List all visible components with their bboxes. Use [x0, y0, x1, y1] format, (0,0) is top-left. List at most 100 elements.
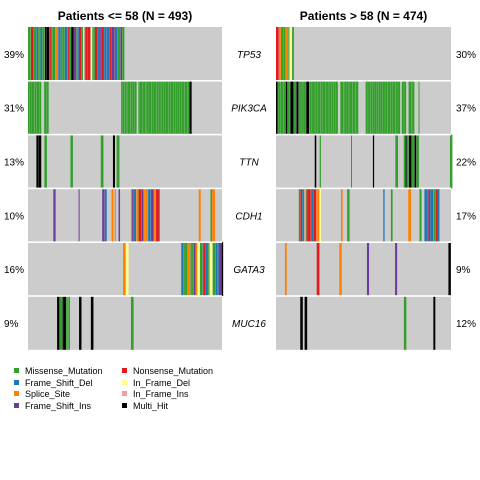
mutation-bar [292, 27, 294, 81]
mutation-bar [408, 134, 412, 189]
mutation-bar [315, 80, 318, 135]
mutation-bar [298, 188, 301, 243]
legend-swatch [14, 402, 19, 408]
mutation-bar [51, 27, 53, 81]
legend-item: Splice_Site [14, 389, 70, 400]
mutation-bar [114, 27, 118, 81]
legend-swatch [122, 368, 127, 374]
gene-label: PIK3CA [231, 104, 267, 115]
mutation-bar [333, 80, 336, 135]
mutation-bar [318, 80, 321, 135]
mutation-bar [160, 80, 162, 135]
mutation-bar [390, 188, 393, 243]
mutation-bar [181, 242, 184, 296]
mutation-bar [392, 80, 396, 135]
mutation-bar [28, 27, 31, 81]
mutation-bar [304, 188, 306, 243]
mutation-bar [401, 80, 404, 135]
mutation-bar [130, 80, 133, 135]
mutation-bar [210, 188, 213, 243]
right-percent-label: 22% [456, 158, 476, 169]
row-separator [276, 241, 451, 243]
row-separator [276, 187, 451, 190]
mutation-bar [151, 188, 154, 243]
gene-label: CDH1 [235, 211, 262, 222]
mutation-bar [184, 80, 188, 135]
mutation-bar [331, 80, 334, 135]
mutation-bar [40, 27, 43, 81]
mutation-bar [412, 80, 415, 135]
mutation-bar [187, 80, 190, 135]
mutation-bar [335, 80, 338, 135]
mutation-bar [78, 27, 82, 81]
mutation-bar [378, 80, 381, 135]
row-separator [276, 133, 451, 136]
mutation-bar [418, 80, 420, 135]
mutation-bar [395, 134, 399, 189]
mutation-bar [114, 188, 116, 243]
mutation-bar [153, 80, 157, 135]
mutation-bar [283, 80, 286, 135]
mutation-bar [170, 80, 174, 135]
mutation-bar [132, 188, 134, 243]
left-percent-label: 9% [4, 319, 19, 330]
mutation-bar [305, 188, 307, 243]
right-percent-label: 12% [456, 319, 476, 330]
mutation-bar [158, 188, 160, 243]
mutation-bar [209, 242, 213, 296]
legend-label: Frame_Shift_Ins [25, 400, 92, 411]
mutation-bar [31, 80, 35, 135]
mutation-bar [193, 242, 196, 296]
legend-item: In_Frame_Ins [122, 389, 189, 400]
mutation-bar [212, 242, 216, 296]
mutation-bar [60, 27, 63, 81]
legend-swatch [14, 379, 19, 385]
mutation-bar [156, 80, 159, 135]
mutation-bar [100, 134, 104, 189]
mutation-bar [104, 27, 107, 81]
mutation-bar [66, 296, 68, 350]
mutation-bar [310, 188, 312, 243]
mutation-bar [370, 80, 373, 135]
mutation-bar [123, 242, 126, 296]
mutation-bar [449, 134, 453, 189]
mutation-bar [161, 80, 164, 135]
legend-label: Frame_Shift_Del [25, 377, 93, 388]
mutation-bar [90, 27, 93, 81]
right-percent-label: 17% [456, 211, 476, 222]
mutation-bar [345, 80, 347, 135]
mutation-bar [93, 27, 95, 81]
panel-title-2: Patients > 58 (N = 474) [300, 9, 427, 23]
mutation-bar [287, 80, 290, 135]
mutation-bar [134, 80, 137, 135]
mutation-bar [71, 27, 74, 81]
left-percent-label: 31% [4, 104, 24, 115]
mutation-bar [215, 242, 218, 296]
mutation-bar [387, 80, 391, 135]
mutation-bar [143, 80, 146, 135]
row-separator [28, 80, 222, 82]
mutation-bar [34, 80, 37, 135]
mutation-bar [148, 80, 152, 135]
mutation-bar [320, 80, 323, 135]
gene-label: MUC16 [232, 319, 266, 330]
mutation-bar [92, 27, 94, 81]
mutation-bar [122, 80, 125, 135]
mutation-bar [130, 188, 132, 243]
mutation-bar [94, 27, 98, 81]
legend-swatch [14, 391, 19, 397]
mutation-bar [102, 188, 105, 243]
row-separator [28, 241, 222, 243]
mutation-bar [205, 242, 208, 296]
mutation-bar [118, 188, 121, 243]
mutation-bar [185, 242, 188, 296]
mutation-bar [284, 242, 287, 296]
mutation-bar [374, 80, 377, 135]
mutation-bar [154, 188, 156, 243]
mutation-bar [276, 80, 278, 135]
mutation-bar [39, 27, 41, 81]
mutation-bar [306, 80, 309, 135]
mutation-bar [38, 27, 40, 81]
mutation-bar [300, 188, 302, 243]
row-separator [28, 295, 222, 297]
